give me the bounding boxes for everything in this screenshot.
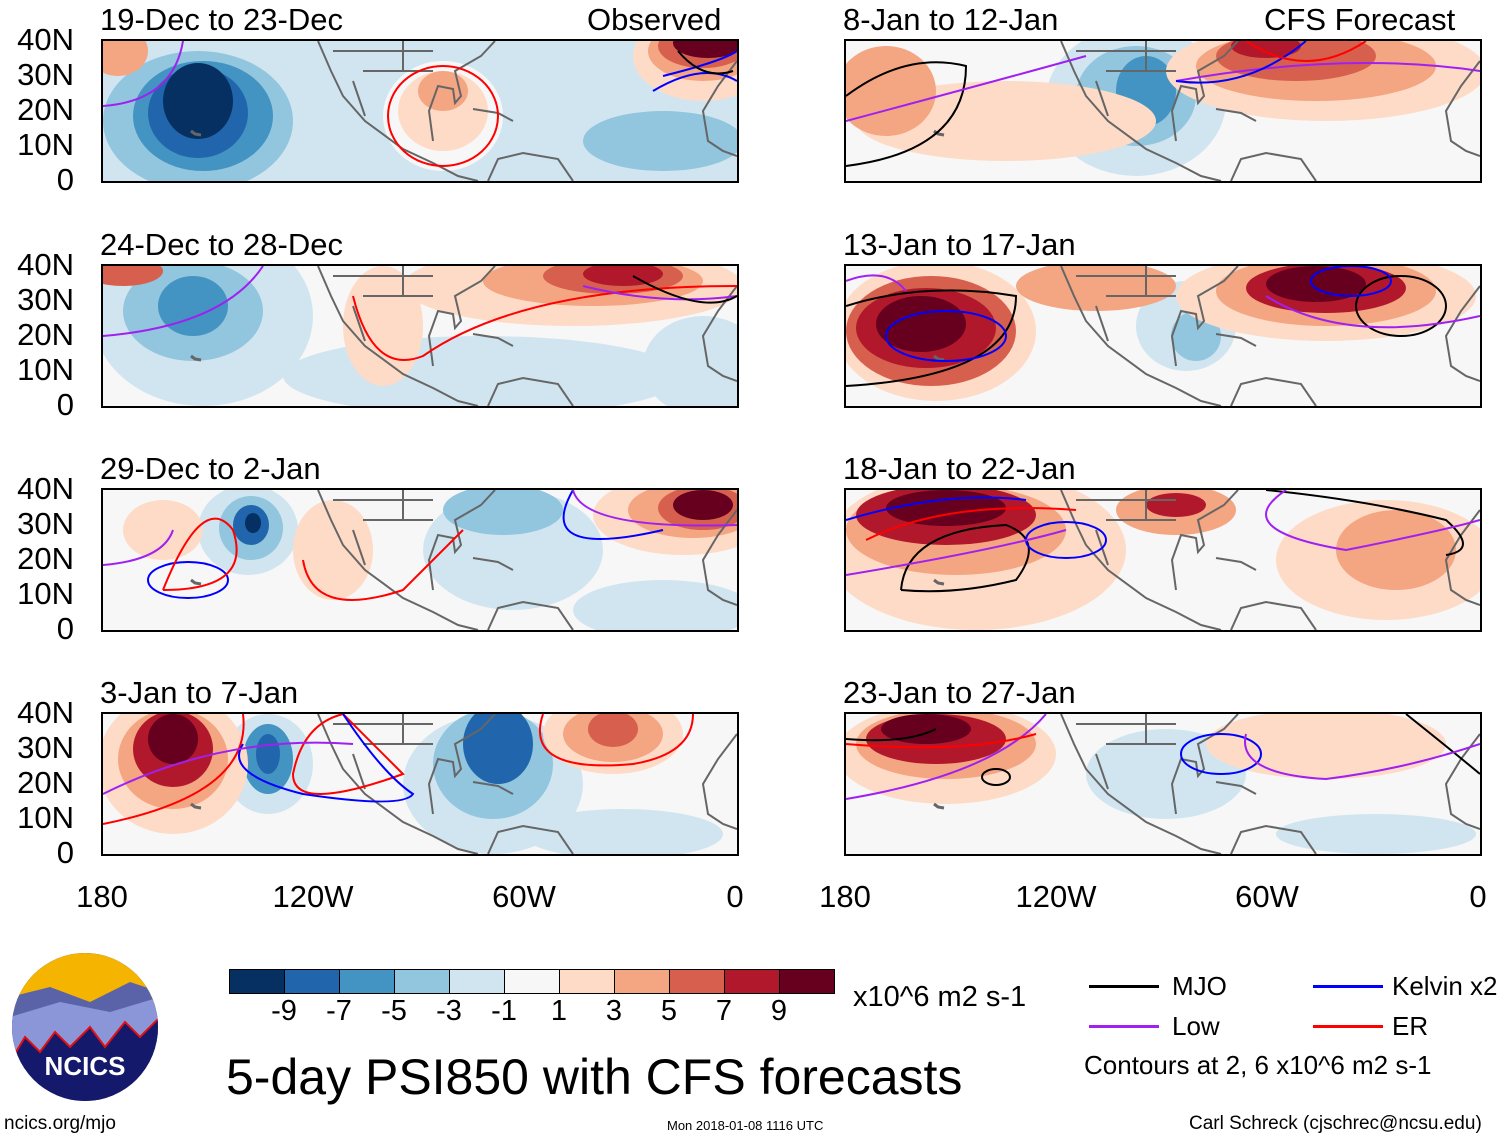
x-tick: 180	[76, 879, 128, 914]
y-tick: 40N	[17, 22, 74, 57]
ncics-logo: NCICS	[12, 953, 158, 1101]
y-tick: 10N	[17, 352, 74, 387]
y-tick: 40N	[17, 695, 74, 730]
map-panel-3	[101, 488, 739, 632]
y-tick: 40N	[17, 471, 74, 506]
y-tick: 20N	[17, 765, 74, 800]
panel-title: 8-Jan to 12-Jan	[843, 2, 1059, 37]
site-link[interactable]: ncics.org/mjo	[4, 1113, 116, 1134]
y-tick: 20N	[17, 92, 74, 127]
colorbar-label: -1	[491, 995, 517, 1027]
colorbar-label: -3	[436, 995, 462, 1027]
map-panel-6	[844, 264, 1482, 408]
legend-er-line	[1313, 1025, 1383, 1028]
x-tick: 0	[1469, 879, 1487, 914]
colorbar-label: -7	[326, 995, 352, 1027]
figure-title: 5-day PSI850 with CFS forecasts	[226, 1049, 963, 1105]
colorbar-swatch	[340, 970, 395, 993]
y-tick: 20N	[17, 541, 74, 576]
colorbar-label: -9	[271, 995, 297, 1027]
panel-title: 3-Jan to 7-Jan	[100, 675, 299, 710]
colorbar-swatch	[230, 970, 285, 993]
legend-low-line	[1089, 1025, 1159, 1028]
colorbar-swatch	[670, 970, 725, 993]
map-panel-5	[844, 39, 1482, 183]
y-tick: 20N	[17, 317, 74, 352]
colorbar-swatch	[450, 970, 505, 993]
colorbar-label: 5	[660, 995, 678, 1027]
y-tick: 0	[56, 387, 74, 422]
panel-title: 19-Dec to 23-Dec	[100, 2, 343, 37]
colorbar-label: 9	[770, 995, 788, 1027]
map-panel-7	[844, 488, 1482, 632]
x-tick: 0	[726, 879, 744, 914]
y-tick: 30N	[17, 730, 74, 765]
logo-text: NCICS	[45, 1051, 126, 1081]
colorbar-swatch	[505, 970, 560, 993]
panel-title: 24-Dec to 28-Dec	[100, 227, 343, 262]
colorbar-label: 7	[715, 995, 733, 1027]
colorbar-label: 1	[550, 995, 568, 1027]
colorbar-swatch	[395, 970, 450, 993]
panel-title: 23-Jan to 27-Jan	[843, 675, 1076, 710]
legend-low: Low	[1172, 1011, 1220, 1041]
x-tick: 120W	[1015, 879, 1097, 914]
y-tick: 40N	[17, 247, 74, 282]
legend-kelvin: Kelvin x2	[1392, 971, 1498, 1001]
map-panel-8	[844, 712, 1482, 856]
forecast-label: CFS Forecast	[1264, 2, 1456, 37]
map-panel-2	[101, 264, 739, 408]
y-tick: 10N	[17, 800, 74, 835]
x-tick: 120W	[272, 879, 354, 914]
legend-mjo: MJO	[1172, 971, 1227, 1001]
map-panel-1	[101, 39, 739, 183]
x-tick: 180	[819, 879, 871, 914]
observed-label: Observed	[587, 2, 722, 37]
panel-title: 18-Jan to 22-Jan	[843, 451, 1076, 486]
x-tick: 60W	[492, 879, 556, 914]
colorbar-units: x10^6 m2 s-1	[853, 981, 1027, 1013]
colorbar-swatch	[560, 970, 615, 993]
x-tick: 60W	[1235, 879, 1299, 914]
legend-kelvin-line	[1313, 985, 1383, 988]
legend-mjo-line	[1089, 985, 1159, 988]
colorbar	[229, 969, 835, 994]
colorbar-swatch	[615, 970, 670, 993]
y-tick: 30N	[17, 282, 74, 317]
colorbar-swatch	[725, 970, 780, 993]
y-tick: 10N	[17, 127, 74, 162]
map-panel-4	[101, 712, 739, 856]
y-tick: 30N	[17, 506, 74, 541]
credit: Carl Schreck (cjschrec@ncsu.edu)	[1189, 1113, 1482, 1134]
colorbar-label: 3	[605, 995, 623, 1027]
timestamp: Mon 2018-01-08 1116 UTC	[667, 1118, 824, 1133]
legend-er: ER	[1392, 1011, 1429, 1041]
y-tick: 10N	[17, 576, 74, 611]
colorbar-label: -5	[381, 995, 407, 1027]
y-tick: 30N	[17, 57, 74, 92]
y-tick: 0	[56, 162, 74, 197]
colorbar-swatch	[780, 970, 834, 993]
colorbar-swatch	[285, 970, 340, 993]
panel-title: 13-Jan to 17-Jan	[843, 227, 1076, 262]
contour-note: Contours at 2, 6 x10^6 m2 s-1	[1084, 1050, 1432, 1080]
panel-title: 29-Dec to 2-Jan	[100, 451, 321, 486]
y-tick: 0	[56, 835, 74, 870]
y-tick: 0	[56, 611, 74, 646]
